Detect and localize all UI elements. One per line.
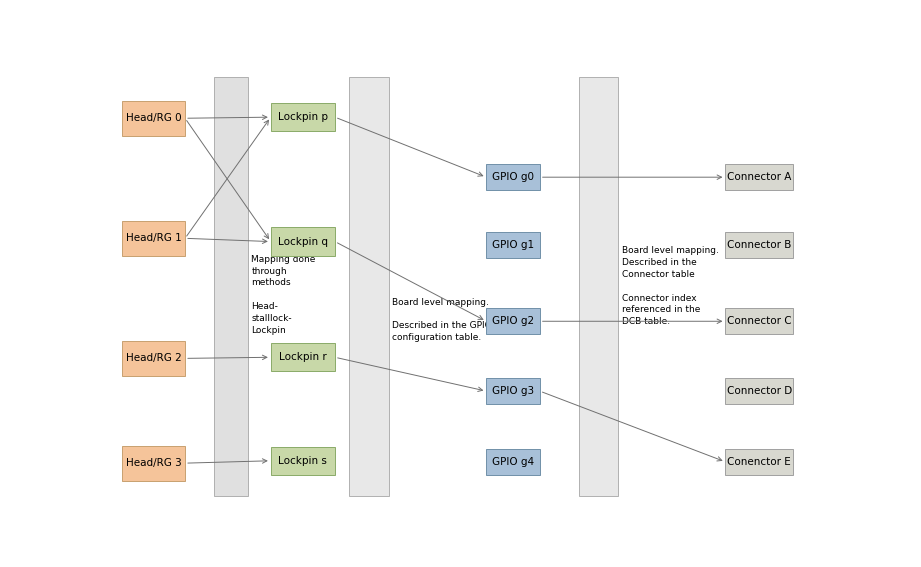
Bar	[122, 221, 185, 256]
Bar	[271, 447, 335, 475]
Bar	[486, 164, 540, 191]
Bar	[271, 103, 335, 132]
Text: Connector A: Connector A	[727, 172, 791, 182]
Bar	[726, 232, 793, 258]
Bar	[486, 232, 540, 258]
Bar	[486, 378, 540, 404]
Text: Head/RG 0: Head/RG 0	[126, 113, 181, 123]
Bar	[271, 343, 335, 371]
Bar	[486, 448, 540, 475]
Text: Lockpin p: Lockpin p	[278, 112, 328, 122]
Text: Lockpin q: Lockpin q	[278, 236, 328, 247]
Text: Mapping done
through
methods

Head-
stalllock-
Lockpin: Mapping done through methods Head- stall…	[251, 255, 316, 335]
Text: Connector C: Connector C	[727, 316, 792, 326]
Bar	[214, 77, 248, 496]
Bar	[122, 446, 185, 481]
Text: Head/RG 1: Head/RG 1	[126, 233, 181, 243]
Bar	[486, 308, 540, 335]
Text: Lockpin s: Lockpin s	[278, 456, 327, 466]
Text: Connector D: Connector D	[727, 386, 792, 396]
Bar	[122, 101, 185, 136]
Text: Conenctor E: Conenctor E	[728, 457, 791, 467]
Text: GPIO g1: GPIO g1	[492, 240, 534, 250]
Bar	[726, 448, 793, 475]
Text: GPIO g3: GPIO g3	[492, 386, 534, 396]
Text: GPIO g2: GPIO g2	[492, 316, 534, 326]
Bar	[271, 227, 335, 256]
Bar	[579, 77, 618, 496]
Text: Connector B: Connector B	[727, 240, 791, 250]
Text: Head/RG 3: Head/RG 3	[126, 458, 181, 468]
Bar	[726, 378, 793, 404]
Text: GPIO g4: GPIO g4	[492, 457, 534, 467]
Bar	[349, 77, 389, 496]
Bar	[122, 341, 185, 376]
Text: GPIO g0: GPIO g0	[492, 172, 534, 182]
Text: Lockpin r: Lockpin r	[279, 352, 327, 362]
Text: Head/RG 2: Head/RG 2	[126, 353, 181, 363]
Text: Board level mapping.

Described in the GPIO
configuration table.: Board level mapping. Described in the GP…	[392, 298, 492, 342]
Bar	[726, 164, 793, 191]
Text: Board level mapping.
Described in the
Connector table

Connector index
reference: Board level mapping. Described in the Co…	[622, 247, 718, 326]
Bar	[726, 308, 793, 335]
